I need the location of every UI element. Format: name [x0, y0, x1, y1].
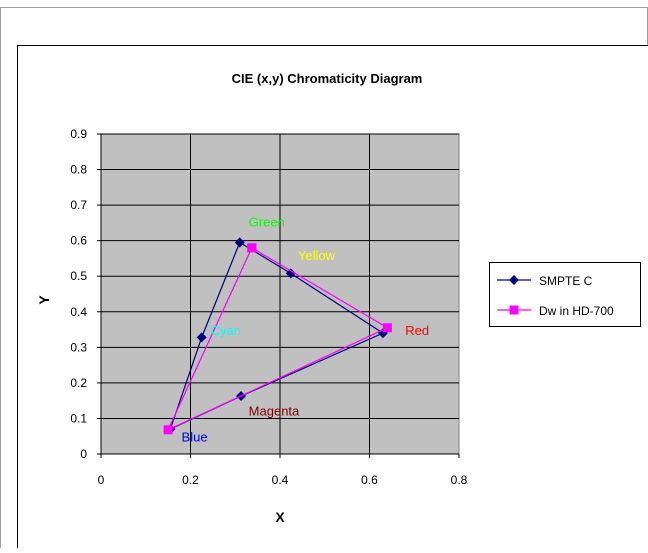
y-axis-label: Y	[36, 295, 52, 305]
annotation-label: Cyan	[211, 323, 241, 338]
legend-swatch-marker	[510, 306, 519, 315]
y-tick-label: 0.7	[70, 198, 87, 212]
annotation-label: Red	[405, 323, 429, 338]
annotation-label: Magenta	[249, 404, 300, 419]
x-tick-label: 0.4	[272, 473, 289, 487]
x-tick-label: 0.8	[451, 473, 468, 487]
chart-title: CIE (x,y) Chromaticity Diagram	[232, 71, 423, 86]
y-tick-label: 0.1	[70, 411, 87, 425]
legend: SMPTE C Dw in HD-700	[490, 263, 641, 327]
y-tick-label: 0.9	[70, 127, 87, 141]
x-axis-label: X	[275, 509, 285, 525]
y-tick-label: 0	[80, 447, 87, 461]
y-tick-label: 0.2	[70, 376, 87, 390]
data-point	[383, 323, 392, 332]
y-tick-label: 0.5	[70, 269, 87, 283]
x-tick-label: 0.6	[361, 473, 378, 487]
annotation-label: Blue	[182, 430, 208, 445]
y-tick-label: 0.8	[70, 163, 87, 177]
legend-label: SMPTE C	[539, 274, 593, 288]
x-tick-label: 0.2	[182, 473, 199, 487]
legend-label: Dw in HD-700	[539, 304, 614, 318]
y-tick-label: 0.6	[70, 234, 87, 248]
annotation-label: Green	[249, 214, 285, 229]
y-tick-label: 0.3	[70, 340, 87, 354]
x-tick-label: 0	[98, 473, 105, 487]
data-point	[164, 425, 173, 434]
y-tick-label: 0.4	[70, 305, 87, 319]
data-point	[247, 243, 256, 252]
annotation-label: Yellow	[298, 248, 336, 263]
